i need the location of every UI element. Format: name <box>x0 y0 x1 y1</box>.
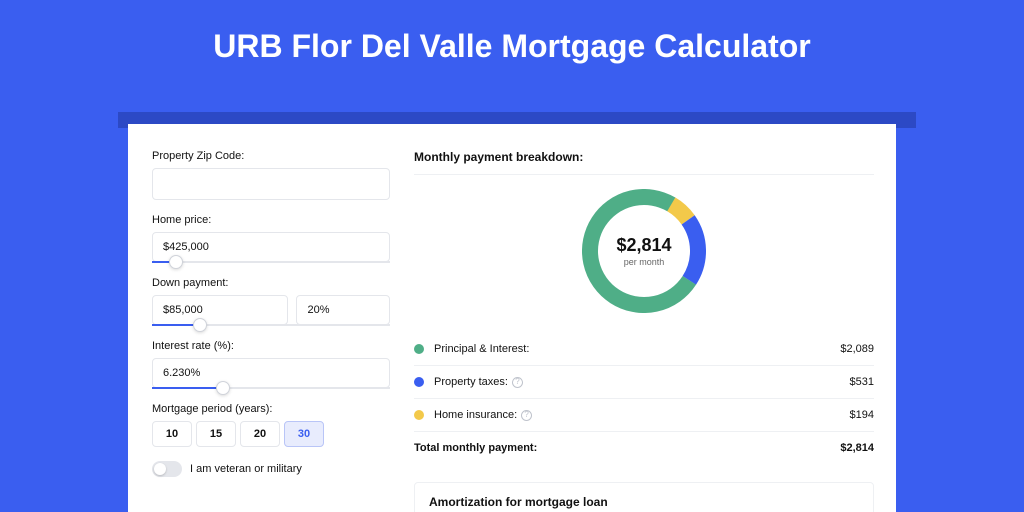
period-btn-15[interactable]: 15 <box>196 421 236 447</box>
legend-dot-icon <box>414 410 424 420</box>
donut-sub: per month <box>616 257 671 267</box>
period-group: 10152030 <box>152 421 390 447</box>
donut-center: $2,814 per month <box>616 235 671 267</box>
down-payment-label: Down payment: <box>152 277 390 289</box>
inputs-column: Property Zip Code: Home price: Down paym… <box>128 124 408 512</box>
zip-label: Property Zip Code: <box>152 150 390 162</box>
zip-input[interactable] <box>152 168 390 200</box>
legend-row-principal: Principal & Interest: $2,089 <box>414 333 874 366</box>
field-home-price: Home price: <box>152 214 390 263</box>
total-label: Total monthly payment: <box>414 442 537 454</box>
slider-thumb[interactable] <box>216 381 230 395</box>
breakdown-column: Monthly payment breakdown: $2,814 per mo… <box>408 124 896 512</box>
amortization-box: Amortization for mortgage loan Amortizat… <box>414 482 874 512</box>
legend-label: Property taxes:? <box>434 376 523 388</box>
legend-row-insurance: Home insurance:? $194 <box>414 399 874 432</box>
legend-value: $531 <box>850 376 874 388</box>
donut-value: $2,814 <box>616 235 671 256</box>
help-icon[interactable]: ? <box>521 410 532 421</box>
help-icon[interactable]: ? <box>512 377 523 388</box>
legend-label: Home insurance:? <box>434 409 532 421</box>
down-payment-slider[interactable] <box>152 324 390 326</box>
home-price-slider[interactable] <box>152 261 390 263</box>
donut-wrap: $2,814 per month <box>414 175 874 333</box>
legend-dot-icon <box>414 344 424 354</box>
legend-row-taxes: Property taxes:? $531 <box>414 366 874 399</box>
calculator-card: Property Zip Code: Home price: Down paym… <box>128 124 896 512</box>
down-payment-pct-input[interactable] <box>296 295 390 325</box>
field-interest-rate: Interest rate (%): <box>152 340 390 389</box>
period-btn-20[interactable]: 20 <box>240 421 280 447</box>
legend-value: $2,089 <box>840 343 874 355</box>
slider-thumb[interactable] <box>193 318 207 332</box>
veteran-toggle[interactable] <box>152 461 182 477</box>
legend-list: Principal & Interest: $2,089 Property taxe… <box>414 333 874 432</box>
field-zip: Property Zip Code: <box>152 150 390 200</box>
toggle-knob <box>154 463 166 475</box>
home-price-label: Home price: <box>152 214 390 226</box>
slider-thumb[interactable] <box>169 255 183 269</box>
veteran-row: I am veteran or military <box>152 461 390 477</box>
breakdown-title: Monthly payment breakdown: <box>414 150 874 175</box>
legend-dot-icon <box>414 377 424 387</box>
period-btn-30[interactable]: 30 <box>284 421 324 447</box>
period-btn-10[interactable]: 10 <box>152 421 192 447</box>
total-value: $2,814 <box>840 442 874 454</box>
interest-rate-input[interactable] <box>152 358 390 388</box>
down-payment-input[interactable] <box>152 295 288 325</box>
mortgage-period-label: Mortgage period (years): <box>152 403 390 415</box>
interest-rate-label: Interest rate (%): <box>152 340 390 352</box>
interest-rate-slider[interactable] <box>152 387 390 389</box>
home-price-input[interactable] <box>152 232 390 262</box>
field-mortgage-period: Mortgage period (years): 10152030 <box>152 403 390 447</box>
total-row: Total monthly payment: $2,814 <box>414 432 874 464</box>
field-down-payment: Down payment: <box>152 277 390 326</box>
veteran-label: I am veteran or military <box>190 463 302 475</box>
legend-label: Principal & Interest: <box>434 343 529 355</box>
legend-value: $194 <box>850 409 874 421</box>
page-title: URB Flor Del Valle Mortgage Calculator <box>0 0 1024 87</box>
payment-donut-chart: $2,814 per month <box>582 189 706 313</box>
amortization-title: Amortization for mortgage loan <box>429 495 859 509</box>
